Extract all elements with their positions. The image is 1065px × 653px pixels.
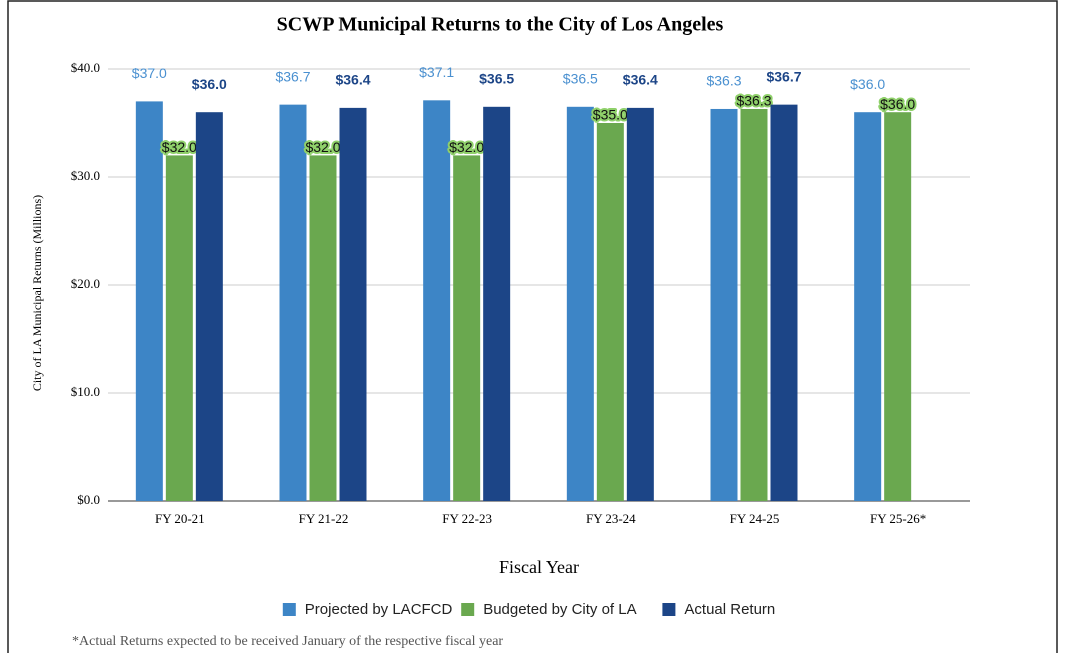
- bar: [626, 107, 654, 501]
- data-label: $36.5: [479, 71, 514, 87]
- data-label: $36.0: [850, 76, 885, 92]
- legend-swatch: [461, 603, 475, 616]
- x-tick-label: FY 23-24: [586, 511, 636, 526]
- data-label: $32.0: [305, 139, 340, 155]
- bar: [309, 155, 337, 501]
- x-tick-label: FY 25-26*: [870, 511, 926, 526]
- y-tick-label: $20.0: [71, 276, 100, 291]
- data-label: $36.7: [275, 68, 310, 84]
- bar: [453, 155, 481, 501]
- data-label: $36.5: [563, 71, 598, 87]
- y-tick-label: $30.0: [71, 168, 100, 183]
- data-label: $36.3: [706, 73, 741, 89]
- bar: [740, 108, 768, 502]
- legend-swatch: [662, 603, 676, 616]
- data-label: $36.4: [623, 72, 658, 88]
- data-label: $35.0: [593, 107, 628, 123]
- legend-swatch: [282, 603, 296, 616]
- x-tick-label: FY 21-22: [299, 511, 349, 526]
- bar: [596, 123, 624, 501]
- y-tick-label: $40.0: [71, 60, 100, 75]
- chart-title: SCWP Municipal Returns to the City of Lo…: [277, 14, 724, 36]
- bar: [770, 104, 798, 501]
- bar: [483, 106, 511, 502]
- x-tick-label: FY 22-23: [442, 511, 492, 526]
- data-label: $36.0: [880, 96, 915, 112]
- bar: [165, 155, 193, 501]
- x-tick-label: FY 24-25: [730, 511, 780, 526]
- data-label: $36.4: [335, 72, 370, 88]
- bar: [135, 101, 163, 502]
- bar: [339, 107, 367, 501]
- data-label: $32.0: [162, 139, 197, 155]
- y-axis-title: City of LA Municipal Returns (Millions): [30, 195, 44, 391]
- legend-label: Actual Return: [684, 601, 775, 618]
- legend-label: Projected by LACFCD: [305, 601, 453, 618]
- y-tick-label: $10.0: [71, 384, 100, 399]
- bar: [423, 100, 451, 501]
- legend-label: Budgeted by City of LA: [483, 601, 636, 618]
- bar: [854, 112, 882, 501]
- x-axis-title: Fiscal Year: [499, 557, 579, 577]
- data-label: $32.0: [449, 139, 484, 155]
- bar: [279, 104, 307, 501]
- bar: [566, 106, 594, 502]
- footnote: *Actual Returns expected to be received …: [72, 634, 503, 649]
- bar: [710, 108, 738, 502]
- data-label: $37.0: [132, 65, 167, 81]
- data-label: $36.3: [736, 93, 771, 109]
- bar: [195, 112, 223, 501]
- x-tick-label: FY 20-21: [155, 511, 205, 526]
- bar: [884, 112, 912, 501]
- data-label: $37.1: [419, 64, 454, 80]
- data-label: $36.7: [766, 68, 801, 84]
- data-label: $36.0: [192, 76, 227, 92]
- y-tick-label: $0.0: [77, 492, 100, 507]
